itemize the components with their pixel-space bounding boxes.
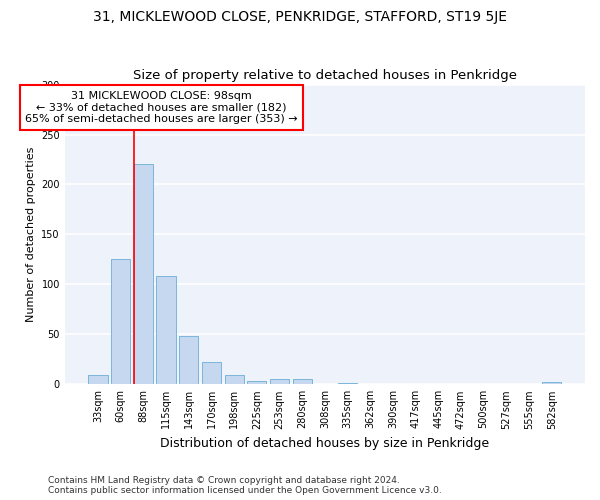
Bar — [134, 164, 153, 384]
Y-axis label: Number of detached properties: Number of detached properties — [26, 146, 36, 322]
Bar — [88, 376, 108, 384]
Bar — [542, 382, 562, 384]
Bar — [270, 380, 289, 384]
Text: 31 MICKLEWOOD CLOSE: 98sqm
← 33% of detached houses are smaller (182)
65% of sem: 31 MICKLEWOOD CLOSE: 98sqm ← 33% of deta… — [25, 91, 298, 124]
X-axis label: Distribution of detached houses by size in Penkridge: Distribution of detached houses by size … — [160, 437, 490, 450]
Bar — [111, 260, 130, 384]
Bar — [157, 276, 176, 384]
Bar — [202, 362, 221, 384]
Bar — [179, 336, 199, 384]
Bar — [247, 382, 266, 384]
Text: Contains HM Land Registry data © Crown copyright and database right 2024.
Contai: Contains HM Land Registry data © Crown c… — [48, 476, 442, 495]
Bar — [293, 380, 312, 384]
Text: 31, MICKLEWOOD CLOSE, PENKRIDGE, STAFFORD, ST19 5JE: 31, MICKLEWOOD CLOSE, PENKRIDGE, STAFFOR… — [93, 10, 507, 24]
Title: Size of property relative to detached houses in Penkridge: Size of property relative to detached ho… — [133, 69, 517, 82]
Bar — [224, 376, 244, 384]
